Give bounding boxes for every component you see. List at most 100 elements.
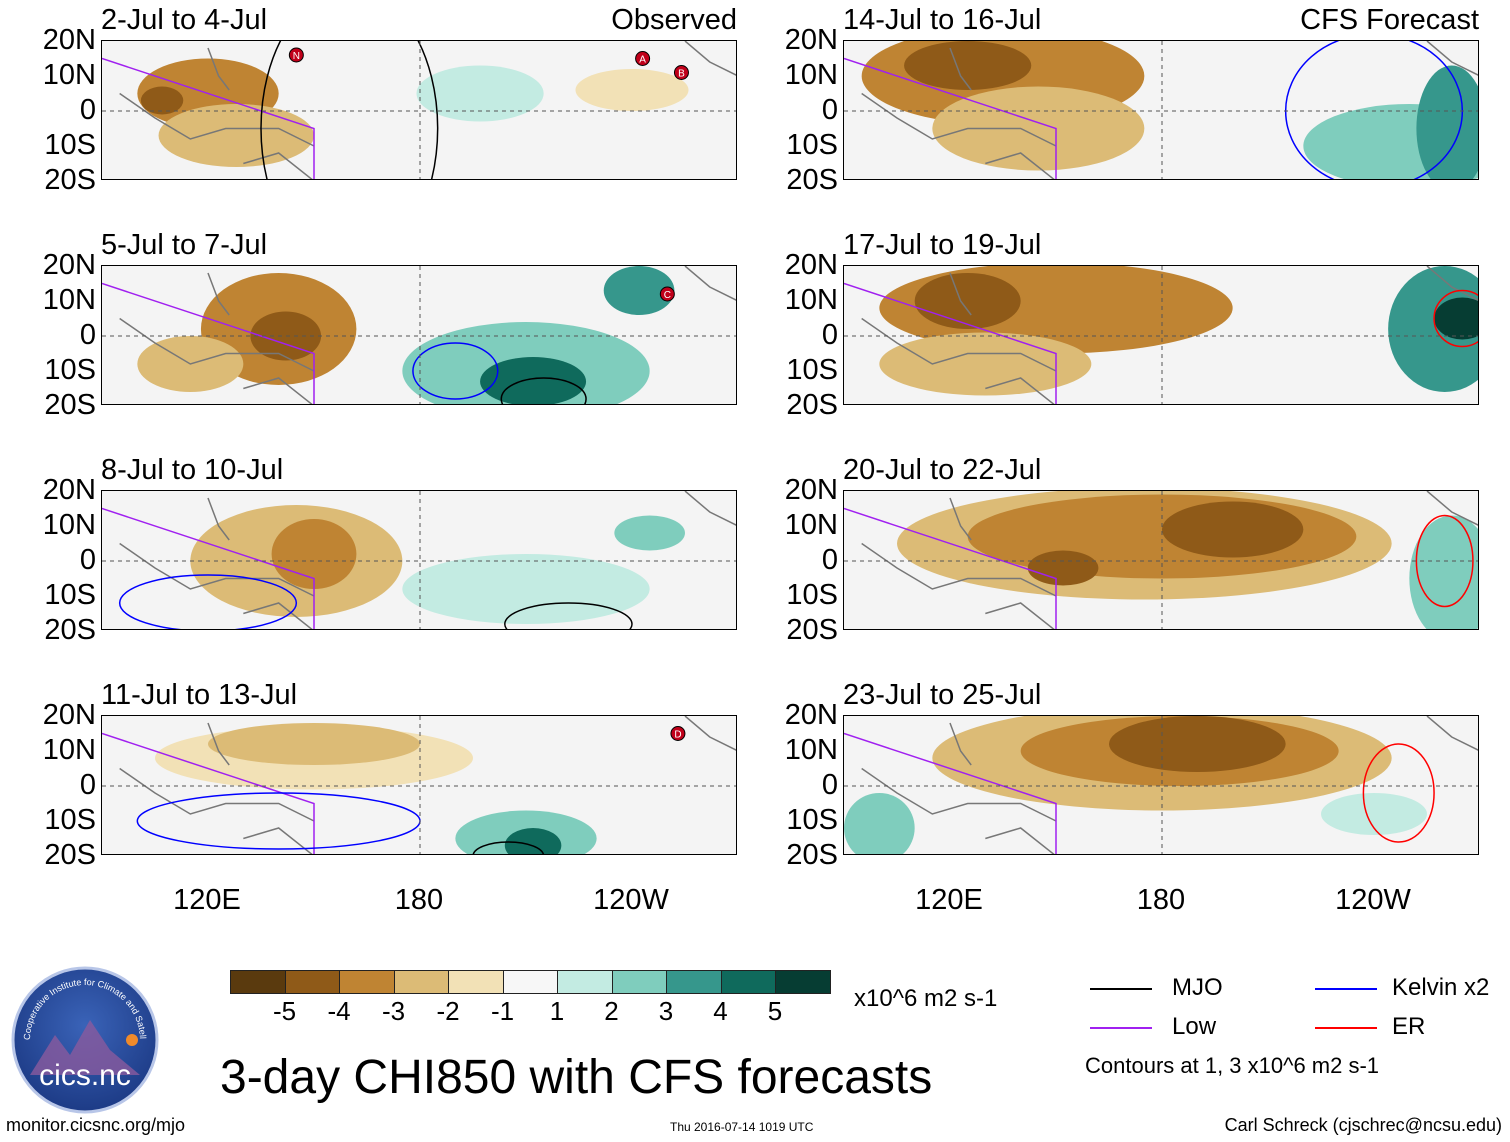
anomaly-blob bbox=[1321, 793, 1427, 835]
panel-tag: CFS Forecast bbox=[1300, 4, 1479, 36]
wave-contour bbox=[500, 377, 587, 404]
map-panel bbox=[843, 40, 1479, 180]
chart-title: 3-day CHI850 with CFS forecasts bbox=[220, 1051, 933, 1104]
lat-tick-label: 0 bbox=[821, 94, 838, 126]
lat-tick-label: 10N bbox=[784, 509, 838, 541]
legend-er-line bbox=[1315, 1027, 1377, 1029]
lon-tick-label: 120E bbox=[915, 884, 983, 916]
anomaly-blob bbox=[208, 723, 420, 765]
wave-contour bbox=[118, 574, 298, 629]
anomaly-blob bbox=[844, 793, 915, 854]
legend-mjo-line bbox=[1090, 988, 1152, 990]
map-svg bbox=[844, 41, 1478, 179]
map-panel bbox=[843, 265, 1479, 405]
lat-tick-label: 10S bbox=[44, 804, 96, 836]
lat-tick-label: 0 bbox=[79, 544, 96, 576]
anomaly-blob bbox=[250, 311, 322, 361]
coastline bbox=[119, 716, 736, 854]
colorbar-cell bbox=[502, 970, 558, 994]
colorbar-tick: 1 bbox=[549, 996, 565, 1026]
lat-tick-label: 10N bbox=[784, 734, 838, 766]
colorbar-tick: -4 bbox=[327, 996, 351, 1026]
anomaly-blob bbox=[1416, 65, 1478, 179]
footer-credit: Carl Schreck (cjschrec@ncsu.edu) bbox=[1224, 1115, 1502, 1135]
logo-text: cics.nc bbox=[39, 1059, 131, 1092]
anomaly-blob bbox=[914, 273, 1021, 329]
low-contour bbox=[844, 732, 1057, 854]
panel-title: 14-Jul to 16-Jul bbox=[843, 4, 1042, 36]
map-svg: N A B bbox=[102, 41, 736, 179]
map-svg bbox=[844, 491, 1478, 629]
colorbar-tick: 5 bbox=[767, 996, 783, 1026]
anomaly-blob bbox=[504, 828, 562, 854]
lat-tick-label: 10N bbox=[784, 284, 838, 316]
low-contour bbox=[102, 732, 315, 854]
colorbar-cell bbox=[775, 970, 831, 994]
legend-kelvin-label: Kelvin x2 bbox=[1392, 974, 1490, 1001]
lat-tick-label: 20N bbox=[784, 24, 838, 56]
storm-label: C bbox=[664, 290, 671, 301]
panel-title: 5-Jul to 7-Jul bbox=[101, 229, 268, 261]
panel-title: 23-Jul to 25-Jul bbox=[843, 679, 1042, 711]
lat-tick-label: 10S bbox=[786, 579, 838, 611]
storm-marker: A bbox=[635, 51, 651, 66]
footer-url[interactable]: monitor.cicsnc.org/mjo bbox=[6, 1115, 186, 1135]
lat-tick-label: 10S bbox=[786, 354, 838, 386]
panel-title: 11-Jul to 13-Jul bbox=[101, 679, 298, 711]
lon-tick-label: 120W bbox=[1335, 884, 1411, 916]
anomaly-blob bbox=[1162, 501, 1304, 558]
panel-title: 8-Jul to 10-Jul bbox=[101, 454, 284, 486]
lat-tick-label: 20N bbox=[784, 699, 838, 731]
colorbar-tick: 4 bbox=[713, 996, 728, 1026]
lat-tick-label: 20N bbox=[42, 699, 96, 731]
colorbar-tick: -3 bbox=[381, 996, 406, 1026]
lat-tick-label: 10S bbox=[786, 804, 838, 836]
lat-tick-label: 20N bbox=[42, 249, 96, 281]
cics-logo: Cooperative Institute for Climate and Sa… bbox=[10, 965, 159, 1114]
anomaly-blob bbox=[603, 266, 675, 315]
anomaly-blob bbox=[1027, 550, 1099, 586]
wave-contour bbox=[136, 792, 421, 850]
lon-tick-label: 120E bbox=[173, 884, 241, 916]
lat-tick-label: 10N bbox=[42, 284, 96, 316]
legend-er-label: ER bbox=[1392, 1013, 1426, 1040]
coastline bbox=[861, 491, 1478, 629]
wave-contour bbox=[1415, 514, 1474, 608]
colorbar-cell bbox=[284, 970, 340, 994]
legend-mjo-label: MJO bbox=[1172, 974, 1223, 1001]
colorbar-cell bbox=[666, 970, 722, 994]
colorbar-cell bbox=[230, 970, 286, 994]
colorbar-tick: 2 bbox=[604, 996, 619, 1026]
colorbar-cell bbox=[720, 970, 776, 994]
wave-contour bbox=[412, 342, 499, 400]
anomaly-blob bbox=[1109, 716, 1286, 772]
anomaly-blob bbox=[614, 515, 686, 551]
wave-contour bbox=[1433, 289, 1478, 348]
map-svg bbox=[844, 266, 1478, 404]
lat-tick-label: 20S bbox=[44, 164, 96, 196]
map-panel bbox=[843, 490, 1479, 630]
coastline bbox=[861, 41, 1478, 179]
anomaly-blob bbox=[158, 104, 314, 167]
colorbar-tick: -5 bbox=[272, 996, 297, 1026]
storm-label: N bbox=[293, 51, 300, 62]
low-contour bbox=[844, 57, 1057, 179]
legend-kelvin-line bbox=[1315, 988, 1377, 990]
lat-tick-label: 0 bbox=[821, 769, 838, 801]
lat-tick-label: 10S bbox=[786, 129, 838, 161]
anomaly-blob bbox=[402, 554, 650, 624]
wave-contour bbox=[472, 841, 545, 854]
lat-tick-label: 10N bbox=[42, 509, 96, 541]
lat-tick-label: 10S bbox=[44, 354, 96, 386]
coastline bbox=[861, 266, 1478, 404]
map-panel bbox=[843, 715, 1479, 855]
lat-tick-label: 10N bbox=[42, 734, 96, 766]
lat-tick-label: 20N bbox=[42, 24, 96, 56]
anomaly-blob bbox=[1388, 266, 1478, 392]
map-panel bbox=[101, 490, 737, 630]
lat-tick-label: 20S bbox=[786, 839, 838, 871]
map-svg bbox=[102, 491, 736, 629]
panel-title: 17-Jul to 19-Jul bbox=[843, 229, 1042, 261]
map-svg: C bbox=[102, 266, 736, 404]
colorbar-cell bbox=[393, 970, 449, 994]
